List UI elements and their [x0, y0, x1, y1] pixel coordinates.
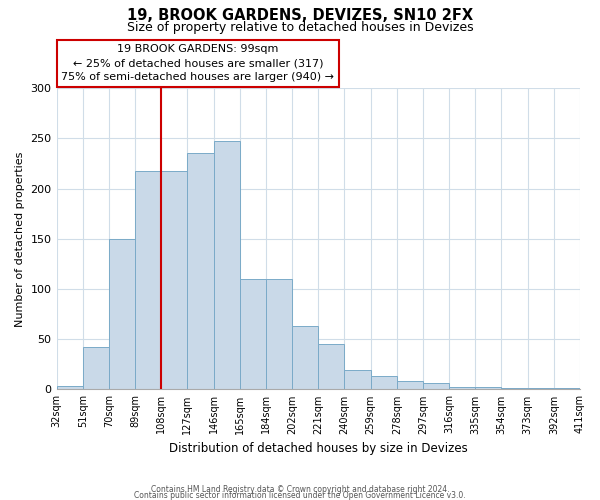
Bar: [554, 388, 580, 390]
Bar: [344, 370, 371, 390]
Y-axis label: Number of detached properties: Number of detached properties: [15, 151, 25, 326]
Bar: [161, 170, 187, 390]
Bar: [449, 388, 475, 390]
Text: Contains HM Land Registry data © Crown copyright and database right 2024.: Contains HM Land Registry data © Crown c…: [151, 484, 449, 494]
Bar: [371, 376, 397, 390]
X-axis label: Distribution of detached houses by size in Devizes: Distribution of detached houses by size …: [169, 442, 467, 455]
Text: 19, BROOK GARDENS, DEVIZES, SN10 2FX: 19, BROOK GARDENS, DEVIZES, SN10 2FX: [127, 8, 473, 22]
Bar: [292, 326, 318, 390]
Bar: [318, 344, 344, 390]
Text: Contains public sector information licensed under the Open Government Licence v3: Contains public sector information licen…: [134, 490, 466, 500]
Bar: [214, 142, 240, 390]
Bar: [83, 348, 109, 390]
Bar: [527, 388, 554, 390]
Bar: [56, 386, 83, 390]
Bar: [266, 279, 292, 390]
Bar: [240, 279, 266, 390]
Bar: [397, 382, 423, 390]
Text: 19 BROOK GARDENS: 99sqm
← 25% of detached houses are smaller (317)
75% of semi-d: 19 BROOK GARDENS: 99sqm ← 25% of detache…: [61, 44, 334, 82]
Bar: [109, 239, 135, 390]
Bar: [475, 388, 502, 390]
Text: Size of property relative to detached houses in Devizes: Size of property relative to detached ho…: [127, 21, 473, 34]
Bar: [423, 384, 449, 390]
Bar: [187, 154, 214, 390]
Bar: [502, 388, 527, 390]
Bar: [135, 170, 161, 390]
